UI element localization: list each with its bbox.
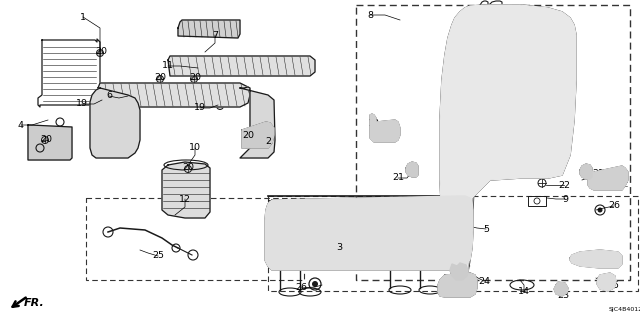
Polygon shape (90, 88, 140, 158)
Text: 26: 26 (608, 202, 620, 211)
Circle shape (42, 137, 49, 144)
Circle shape (93, 99, 99, 106)
Polygon shape (570, 250, 622, 268)
Text: 20: 20 (40, 135, 52, 144)
Text: 11: 11 (162, 62, 174, 70)
Circle shape (157, 76, 163, 83)
Text: 26: 26 (295, 284, 307, 293)
Text: 16: 16 (602, 261, 614, 270)
Polygon shape (438, 273, 477, 297)
Polygon shape (580, 164, 592, 179)
Circle shape (216, 102, 223, 109)
Text: 20: 20 (95, 48, 107, 56)
Text: 22: 22 (558, 181, 570, 189)
Polygon shape (440, 5, 576, 290)
Text: 6: 6 (106, 92, 112, 100)
Polygon shape (265, 196, 473, 270)
Polygon shape (406, 162, 418, 177)
Text: 23: 23 (557, 292, 569, 300)
Polygon shape (240, 87, 275, 158)
Bar (500, 88, 530, 110)
Circle shape (184, 166, 191, 173)
Text: 8: 8 (367, 11, 373, 19)
Text: 20: 20 (189, 73, 201, 83)
Text: 17: 17 (616, 173, 628, 182)
Text: 20: 20 (154, 73, 166, 83)
Text: 19: 19 (76, 100, 88, 108)
Polygon shape (28, 125, 72, 160)
Text: 5: 5 (483, 225, 489, 234)
Text: 7: 7 (212, 31, 218, 40)
Bar (268, 196, 638, 291)
Text: 9: 9 (562, 195, 568, 204)
Bar (86, 198, 304, 280)
Polygon shape (370, 114, 400, 142)
Text: SJC4B4012A: SJC4B4012A (609, 307, 640, 311)
Text: 20: 20 (182, 164, 194, 173)
Circle shape (191, 76, 198, 83)
Text: 3: 3 (336, 242, 342, 251)
Bar (462, 145, 522, 161)
Circle shape (598, 207, 602, 212)
Polygon shape (588, 166, 628, 190)
Bar (528, 196, 546, 206)
Text: 12: 12 (179, 195, 191, 204)
Text: 4: 4 (18, 121, 24, 130)
Text: 2: 2 (265, 137, 271, 146)
Bar (462, 88, 492, 110)
Polygon shape (178, 20, 240, 38)
Text: 21: 21 (392, 174, 404, 182)
Text: 25: 25 (152, 251, 164, 261)
Text: 1: 1 (80, 12, 86, 21)
Bar (500, 118, 530, 136)
Polygon shape (554, 282, 568, 296)
Bar (356, 5, 630, 280)
Polygon shape (450, 263, 468, 280)
Circle shape (244, 132, 252, 139)
Polygon shape (162, 162, 210, 218)
Text: 20: 20 (242, 130, 254, 139)
Polygon shape (98, 83, 250, 107)
Polygon shape (242, 122, 274, 148)
Text: 24: 24 (478, 277, 490, 286)
Text: 21: 21 (592, 169, 604, 179)
Bar (462, 118, 492, 136)
Polygon shape (168, 56, 315, 76)
Text: FR.: FR. (24, 298, 45, 308)
Text: 18: 18 (368, 120, 380, 129)
Circle shape (312, 281, 318, 287)
Circle shape (97, 49, 104, 56)
Polygon shape (597, 273, 616, 291)
Text: 10: 10 (189, 144, 201, 152)
Text: 14: 14 (518, 287, 530, 296)
Text: 19: 19 (194, 103, 206, 113)
Text: 15: 15 (608, 281, 620, 291)
